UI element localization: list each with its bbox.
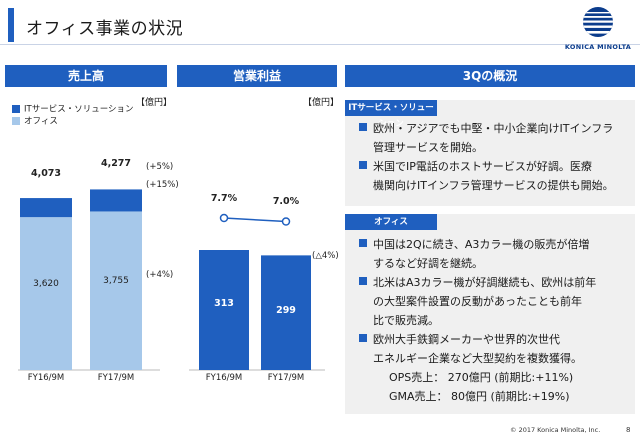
- office-bullet-1-cont: するなど好調を継続。: [373, 257, 483, 270]
- it-bullet-1: 欧州・アジアでも中堅・中小企業向けITインフラ: [359, 119, 635, 138]
- profit-value-fy16: 313: [214, 298, 234, 309]
- gma-sales-line: GMA売上： 80億円 (前期比:+19%): [389, 390, 570, 403]
- company-logo: KONICA MINOLTA: [563, 6, 633, 52]
- it-section-heading: ITサービス・ソリューション: [345, 100, 437, 129]
- sales-growth-total: (+5%): [146, 162, 174, 172]
- office-section-heading: オフィス: [345, 214, 437, 230]
- margin-point-fy17: [281, 217, 291, 226]
- it-section: ITサービス・ソリューション 欧州・アジアでも中堅・中小企業向けITインフラ 管…: [345, 100, 635, 206]
- sales-chart-svg: [18, 189, 160, 371]
- sales-bar-office-fy16: [20, 217, 72, 370]
- overview-panel-heading: 3Qの概況: [345, 65, 635, 87]
- office-bullet-2-cont2: 比で販売減。: [373, 314, 439, 327]
- copyright-text: © 2017 Konica Minolta, Inc.: [510, 426, 601, 434]
- office-bullet-2: 北米はA3カラー機が好調継続も、欧州は前年: [359, 273, 635, 292]
- profit-unit-label: 【億円】: [303, 98, 340, 108]
- page-number: 8: [626, 426, 631, 434]
- bullet-square-icon: [359, 161, 367, 169]
- profit-bar-fy16: [199, 250, 249, 370]
- margin-point-fy16: [219, 213, 229, 223]
- profit-value-fy17: 299: [276, 305, 296, 316]
- legend-swatch-office: [12, 116, 20, 125]
- legend-label-it: ITサービス・ソリューション: [24, 104, 134, 115]
- sales-it-value-fy17: 522: [107, 180, 125, 190]
- globe-logo-icon: [583, 7, 613, 37]
- legend-label-office: オフィス: [24, 116, 58, 127]
- profit-bar-fy17: [261, 255, 311, 370]
- it-bullet-2-cont: 機関向けITインフラ管理サービスの提供も開始。: [373, 179, 614, 192]
- ops-sales-line: OPS売上： 270億円 (前期比:+11%): [389, 371, 574, 384]
- profit-panel-heading: 営業利益: [177, 65, 337, 87]
- sales-total-fy17: 4,277: [100, 158, 132, 169]
- margin-label-fy16: 7.7%: [210, 193, 238, 204]
- header-divider: [0, 44, 640, 45]
- it-bullet-1-cont: 管理サービスを開始。: [373, 141, 483, 154]
- legend-swatch-it: [12, 104, 20, 113]
- sales-bar-it-fy16: [20, 198, 72, 218]
- page-title: オフィス事業の状況: [26, 19, 184, 39]
- sales-office-value-fy16: 3,620: [33, 279, 59, 289]
- sales-unit-label: 【億円】: [136, 98, 173, 108]
- profit-growth: (△4%): [312, 251, 339, 261]
- logo-wordmark: KONICA MINOLTA: [564, 43, 632, 51]
- sales-it-value-fy16: 452: [37, 188, 55, 198]
- office-bullet-2-cont: の大型案件設置の反動があったことも前年: [373, 295, 582, 308]
- office-bullet-3: 欧州大手鉄鋼メーカーや世界的次世代: [359, 330, 635, 349]
- margin-line: [223, 217, 287, 223]
- profit-xlabel-fy16: FY16/9M: [205, 373, 243, 383]
- sales-xlabel-fy16: FY16/9M: [27, 373, 65, 383]
- sales-legend-office: オフィス: [12, 110, 58, 129]
- profit-xlabel-fy17: FY17/9M: [267, 373, 305, 383]
- bullet-square-icon: [359, 277, 367, 285]
- sales-office-value-fy17: 3,755: [103, 276, 129, 286]
- sales-total-fy16: 4,073: [30, 168, 62, 179]
- it-bullet-2: 米国でIP電話のホストサービスが好調。医療: [359, 157, 635, 176]
- office-bullet-1: 中国は2Qに続き、A3カラー機の販売が倍増: [359, 235, 635, 254]
- sales-growth-office: (+4%): [146, 270, 174, 280]
- sales-legend-it: ITサービス・ソリューション: [12, 98, 134, 117]
- sales-bar-office-fy17: [90, 211, 142, 370]
- sales-panel-heading: 売上高: [5, 65, 167, 87]
- profit-chart-svg: [189, 213, 325, 371]
- bullet-square-icon: [359, 239, 367, 247]
- sales-growth-it: (+15%): [146, 180, 179, 190]
- sales-xlabel-fy17: FY17/9M: [97, 373, 135, 383]
- office-bullet-3-cont: エネルギー企業など大型契約を複数獲得。: [373, 352, 582, 365]
- margin-label-fy17: 7.0%: [272, 196, 300, 207]
- office-section: オフィス 中国は2Qに続き、A3カラー機の販売が倍増 するなど好調を継続。 北米…: [345, 214, 635, 414]
- title-accent-bar: [8, 8, 14, 42]
- bullet-square-icon: [359, 123, 367, 131]
- sales-bar-it-fy17: [90, 189, 142, 212]
- bullet-square-icon: [359, 334, 367, 342]
